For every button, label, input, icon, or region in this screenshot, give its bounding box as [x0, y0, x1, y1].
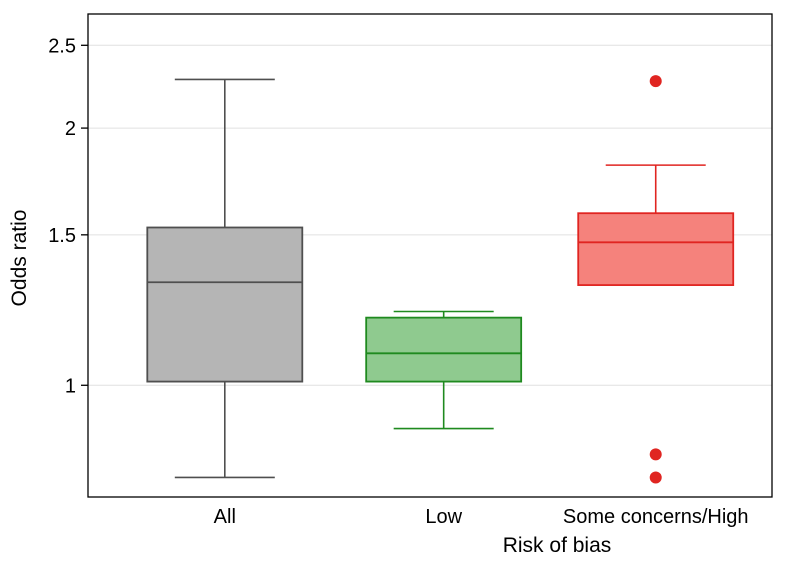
box [365, 316, 523, 383]
category-label: Some concerns/High [563, 506, 749, 528]
plot-layer: 1 1.5 2 2.5 All Low Some concerns/High [48, 13, 773, 528]
y-tick-label: 1 [65, 375, 76, 397]
box-group-1 [365, 310, 523, 430]
box-group-0 [146, 78, 304, 479]
box [577, 212, 735, 286]
y-tick-label: 2.5 [48, 35, 76, 57]
outlier-point [649, 75, 662, 88]
y-tick-label: 1.5 [48, 225, 76, 247]
box-group-2 [577, 75, 735, 484]
category-label: Low [425, 506, 462, 528]
y-tick-label: 2 [65, 118, 76, 140]
category-label: All [214, 506, 236, 528]
outlier-point [649, 448, 662, 461]
outlier-point [649, 471, 662, 484]
y-axis-title: Odds ratio [8, 210, 31, 307]
plot-frame [87, 13, 773, 498]
x-axis-title: Risk of bias [503, 534, 612, 557]
box [146, 226, 304, 383]
